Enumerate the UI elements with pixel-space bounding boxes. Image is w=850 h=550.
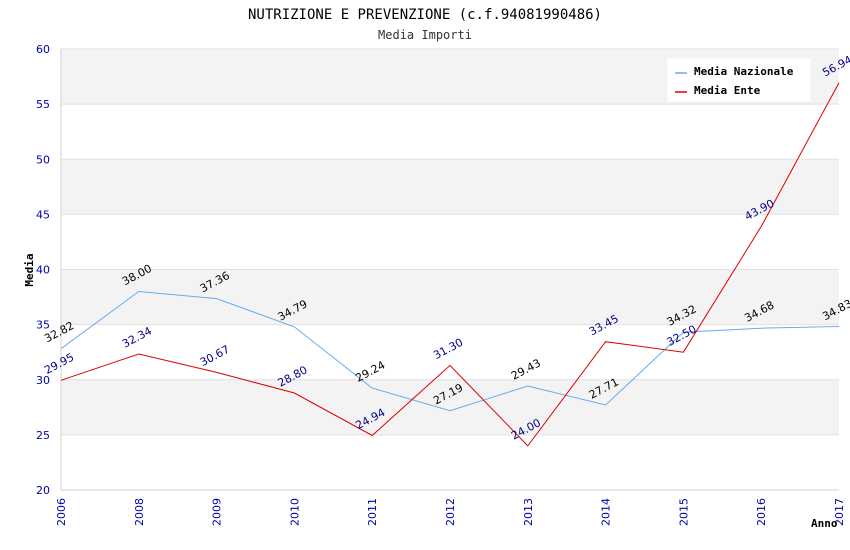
x-axis-label: Anno (811, 517, 838, 530)
data-label: 29.43 (509, 356, 543, 382)
x-tick-label: 2016 (755, 498, 768, 526)
x-tick-label: 2015 (677, 498, 690, 526)
x-tick-label: 2013 (522, 498, 535, 526)
x-tick-label: 2014 (600, 498, 613, 526)
legend-label-media-nazionale: Media Nazionale (694, 65, 794, 78)
series-line (60, 82, 840, 447)
axes (60, 49, 839, 491)
data-label: 32.34 (120, 324, 154, 350)
y-tick-label: 35 (36, 319, 50, 332)
series-line (60, 290, 840, 412)
data-label: 29.95 (42, 351, 76, 377)
chart-subtitle: Media Importi (378, 28, 472, 42)
x-tick-labels: 2006 2008 2009 2010 2011 2012 2013 2014 2015 2016… (55, 498, 846, 526)
y-tick-labels: 20 25 30 35 40 45 50 55 60 (36, 43, 50, 497)
y-tick-label: 40 (36, 264, 50, 277)
y-tick-label: 45 (36, 208, 50, 221)
background-band (61, 269, 839, 325)
x-tick-label: 2012 (444, 498, 457, 526)
x-tick-label: 2010 (288, 498, 301, 526)
legend-box (667, 58, 811, 102)
background-band (61, 159, 839, 215)
background-band (61, 379, 839, 435)
y-tick-label: 55 (36, 98, 50, 111)
data-label: 31.30 (431, 336, 465, 362)
x-tick-label: 2017 (833, 498, 846, 526)
chart-title: NUTRIZIONE E PREVENZIONE (c.f.9408199048… (248, 7, 602, 23)
legend: Media Nazionale Media Ente (667, 58, 811, 102)
y-tick-label: 20 (36, 484, 50, 497)
plot-background-bands (61, 49, 839, 435)
x-tick-label: 2011 (366, 498, 379, 526)
data-label: 30.67 (198, 343, 232, 369)
x-tick-label: 2006 (55, 498, 68, 526)
y-tick-label: 30 (36, 374, 50, 387)
legend-label-media-ente: Media Ente (694, 84, 761, 97)
gridlines (61, 48, 839, 491)
y-tick-label: 25 (36, 429, 50, 442)
x-tick-label: 2008 (133, 498, 146, 526)
y-axis-label: Media (23, 253, 36, 286)
y-tick-label: 50 (36, 153, 50, 166)
x-tick-label: 2009 (211, 498, 224, 526)
y-tick-label: 60 (36, 43, 50, 56)
